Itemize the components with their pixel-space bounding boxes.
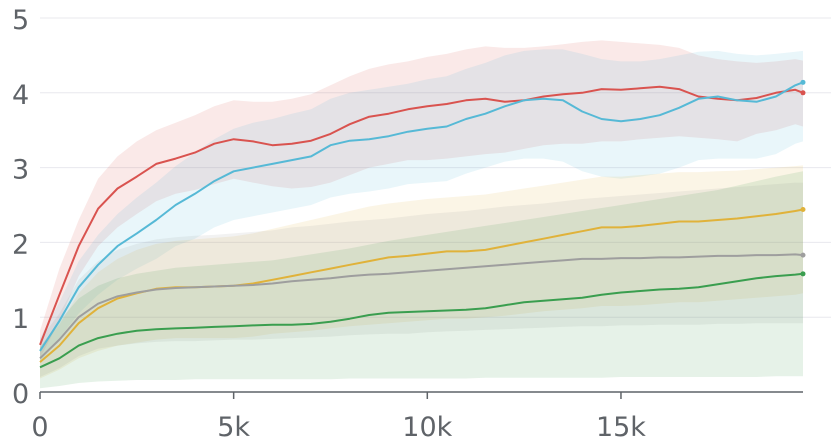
series-end-point bbox=[800, 79, 806, 85]
x-tick-label: 0 bbox=[31, 412, 48, 443]
confidence-band bbox=[40, 171, 803, 389]
series-end-point bbox=[800, 252, 806, 258]
series-end-point bbox=[800, 271, 806, 277]
y-tick-label: 2 bbox=[12, 229, 29, 260]
series-end-point bbox=[800, 90, 806, 96]
x-tick-label: 5k bbox=[217, 412, 250, 443]
series-line bbox=[39, 85, 804, 346]
series-line bbox=[39, 272, 804, 369]
y-tick-label: 1 bbox=[12, 304, 29, 335]
x-tick-label: 10k bbox=[402, 412, 452, 443]
confidence-band bbox=[40, 182, 803, 377]
series-lines bbox=[39, 79, 806, 369]
grid bbox=[40, 17, 831, 318]
series-line bbox=[39, 81, 804, 352]
y-tick-label: 4 bbox=[12, 80, 29, 111]
y-tick-label: 5 bbox=[12, 5, 29, 36]
y-tick-label: 3 bbox=[12, 155, 29, 186]
y-tick-label: 0 bbox=[12, 379, 29, 410]
axes: 0 1 2 3 4 5 0 5k 10k 15k bbox=[12, 5, 803, 443]
confidence-band bbox=[40, 49, 803, 363]
x-tick-label: 15k bbox=[596, 412, 646, 443]
series-end-point bbox=[800, 206, 806, 212]
series-line bbox=[39, 253, 804, 360]
